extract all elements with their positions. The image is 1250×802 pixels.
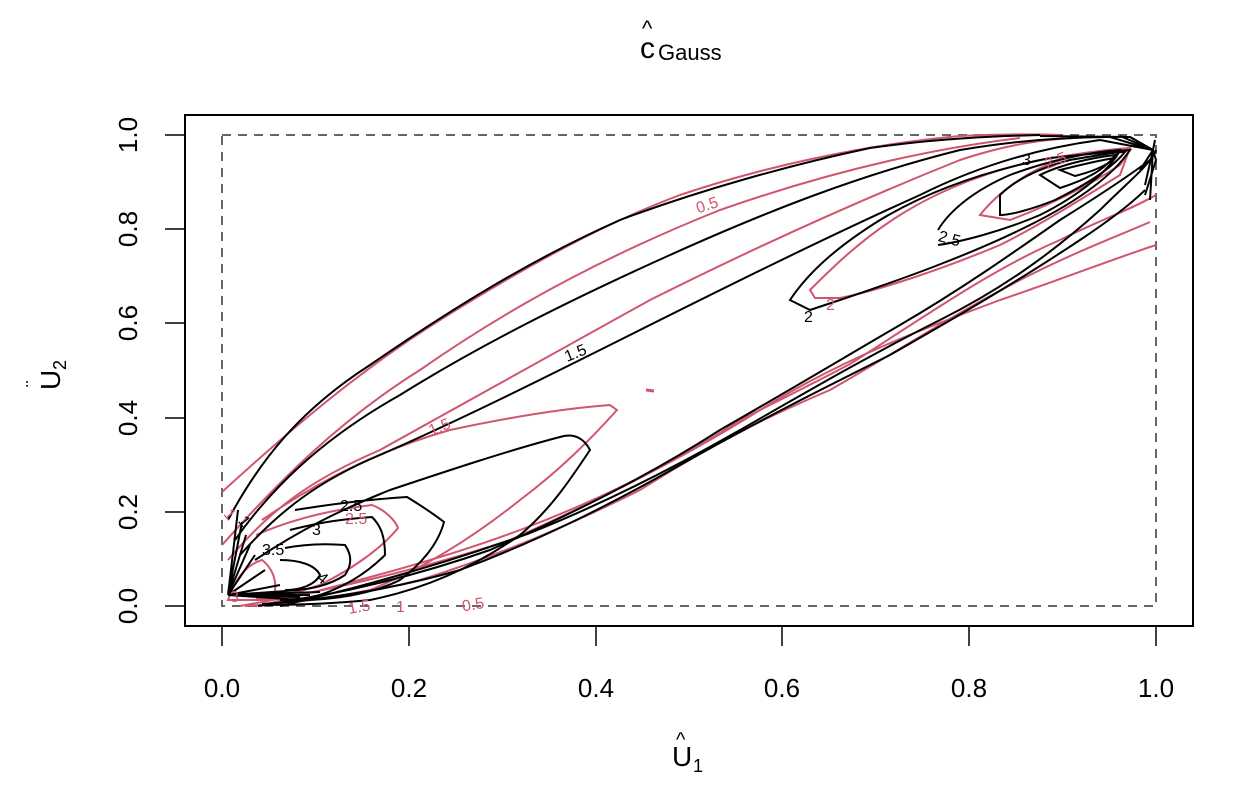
- ylabel-main: U: [35, 370, 66, 390]
- contour-label: 1.5: [347, 597, 372, 618]
- xlabel-main: U: [672, 741, 692, 772]
- y-axis: 1.0 0.8 0.6 0.4 0.2 0.0: [113, 117, 186, 624]
- contour-label: 2.5: [1043, 149, 1070, 173]
- x-tick-label: 0.4: [578, 673, 614, 703]
- contour-label: 0.5: [694, 194, 721, 217]
- ylabel-accent: ¨: [23, 380, 45, 387]
- title-main: c: [640, 32, 655, 65]
- title-accent: ^: [642, 16, 653, 41]
- empirical-contours: [227, 134, 1158, 607]
- x-tick-label: 0.0: [204, 673, 240, 703]
- contour-labels: 0.5 1.5 1.5 2 2 2.5 3 2.5 2.5 3 2.5 3.5 …: [220, 149, 1069, 618]
- y-tick-label: 1.0: [113, 117, 143, 153]
- y-tick-label: 0.8: [113, 211, 143, 247]
- x-tick-label: 0.2: [391, 673, 427, 703]
- contour-label: 1.5: [562, 342, 589, 366]
- title-subscript: Gauss: [658, 40, 722, 65]
- chart-title: c ^ Gauss: [640, 16, 722, 65]
- x-tick-label: 0.8: [951, 673, 987, 703]
- contour-label: 3.5: [262, 542, 284, 559]
- contour-label: 3: [1022, 152, 1031, 169]
- y-tick-label: 0.4: [113, 400, 143, 436]
- center-dot: [645, 388, 655, 393]
- contour-label: 2.5: [936, 228, 962, 250]
- contour-label: 0.5: [461, 595, 486, 616]
- x-axis-label: U ^ 1: [672, 729, 703, 776]
- y-axis-label: U ¨ 2: [23, 360, 70, 390]
- x-tick-label: 1.0: [1138, 673, 1174, 703]
- contour-label: 2: [826, 297, 835, 314]
- xlabel-accent: ^: [676, 729, 686, 751]
- contour-label: 2: [804, 309, 813, 326]
- contour-label: 3: [230, 589, 239, 606]
- contour-label: 2.5: [345, 511, 367, 528]
- contour-label: 1: [396, 599, 405, 616]
- y-tick-label: 0.6: [113, 305, 143, 341]
- y-tick-label: 0.2: [113, 494, 143, 530]
- x-axis: 0.0 0.2 0.4 0.6 0.8 1.0: [204, 625, 1174, 703]
- contour-label: 2.5: [340, 498, 362, 515]
- contour-label: 3: [312, 522, 321, 539]
- x-tick-label: 0.6: [764, 673, 800, 703]
- contour-label: 4: [313, 569, 331, 588]
- unit-square-reference: [221, 134, 1157, 607]
- y-tick-label: 0.0: [113, 588, 143, 624]
- ylabel-subscript: 2: [50, 360, 70, 370]
- contour-label: 1.5: [426, 416, 453, 440]
- xlabel-subscript: 1: [693, 756, 703, 776]
